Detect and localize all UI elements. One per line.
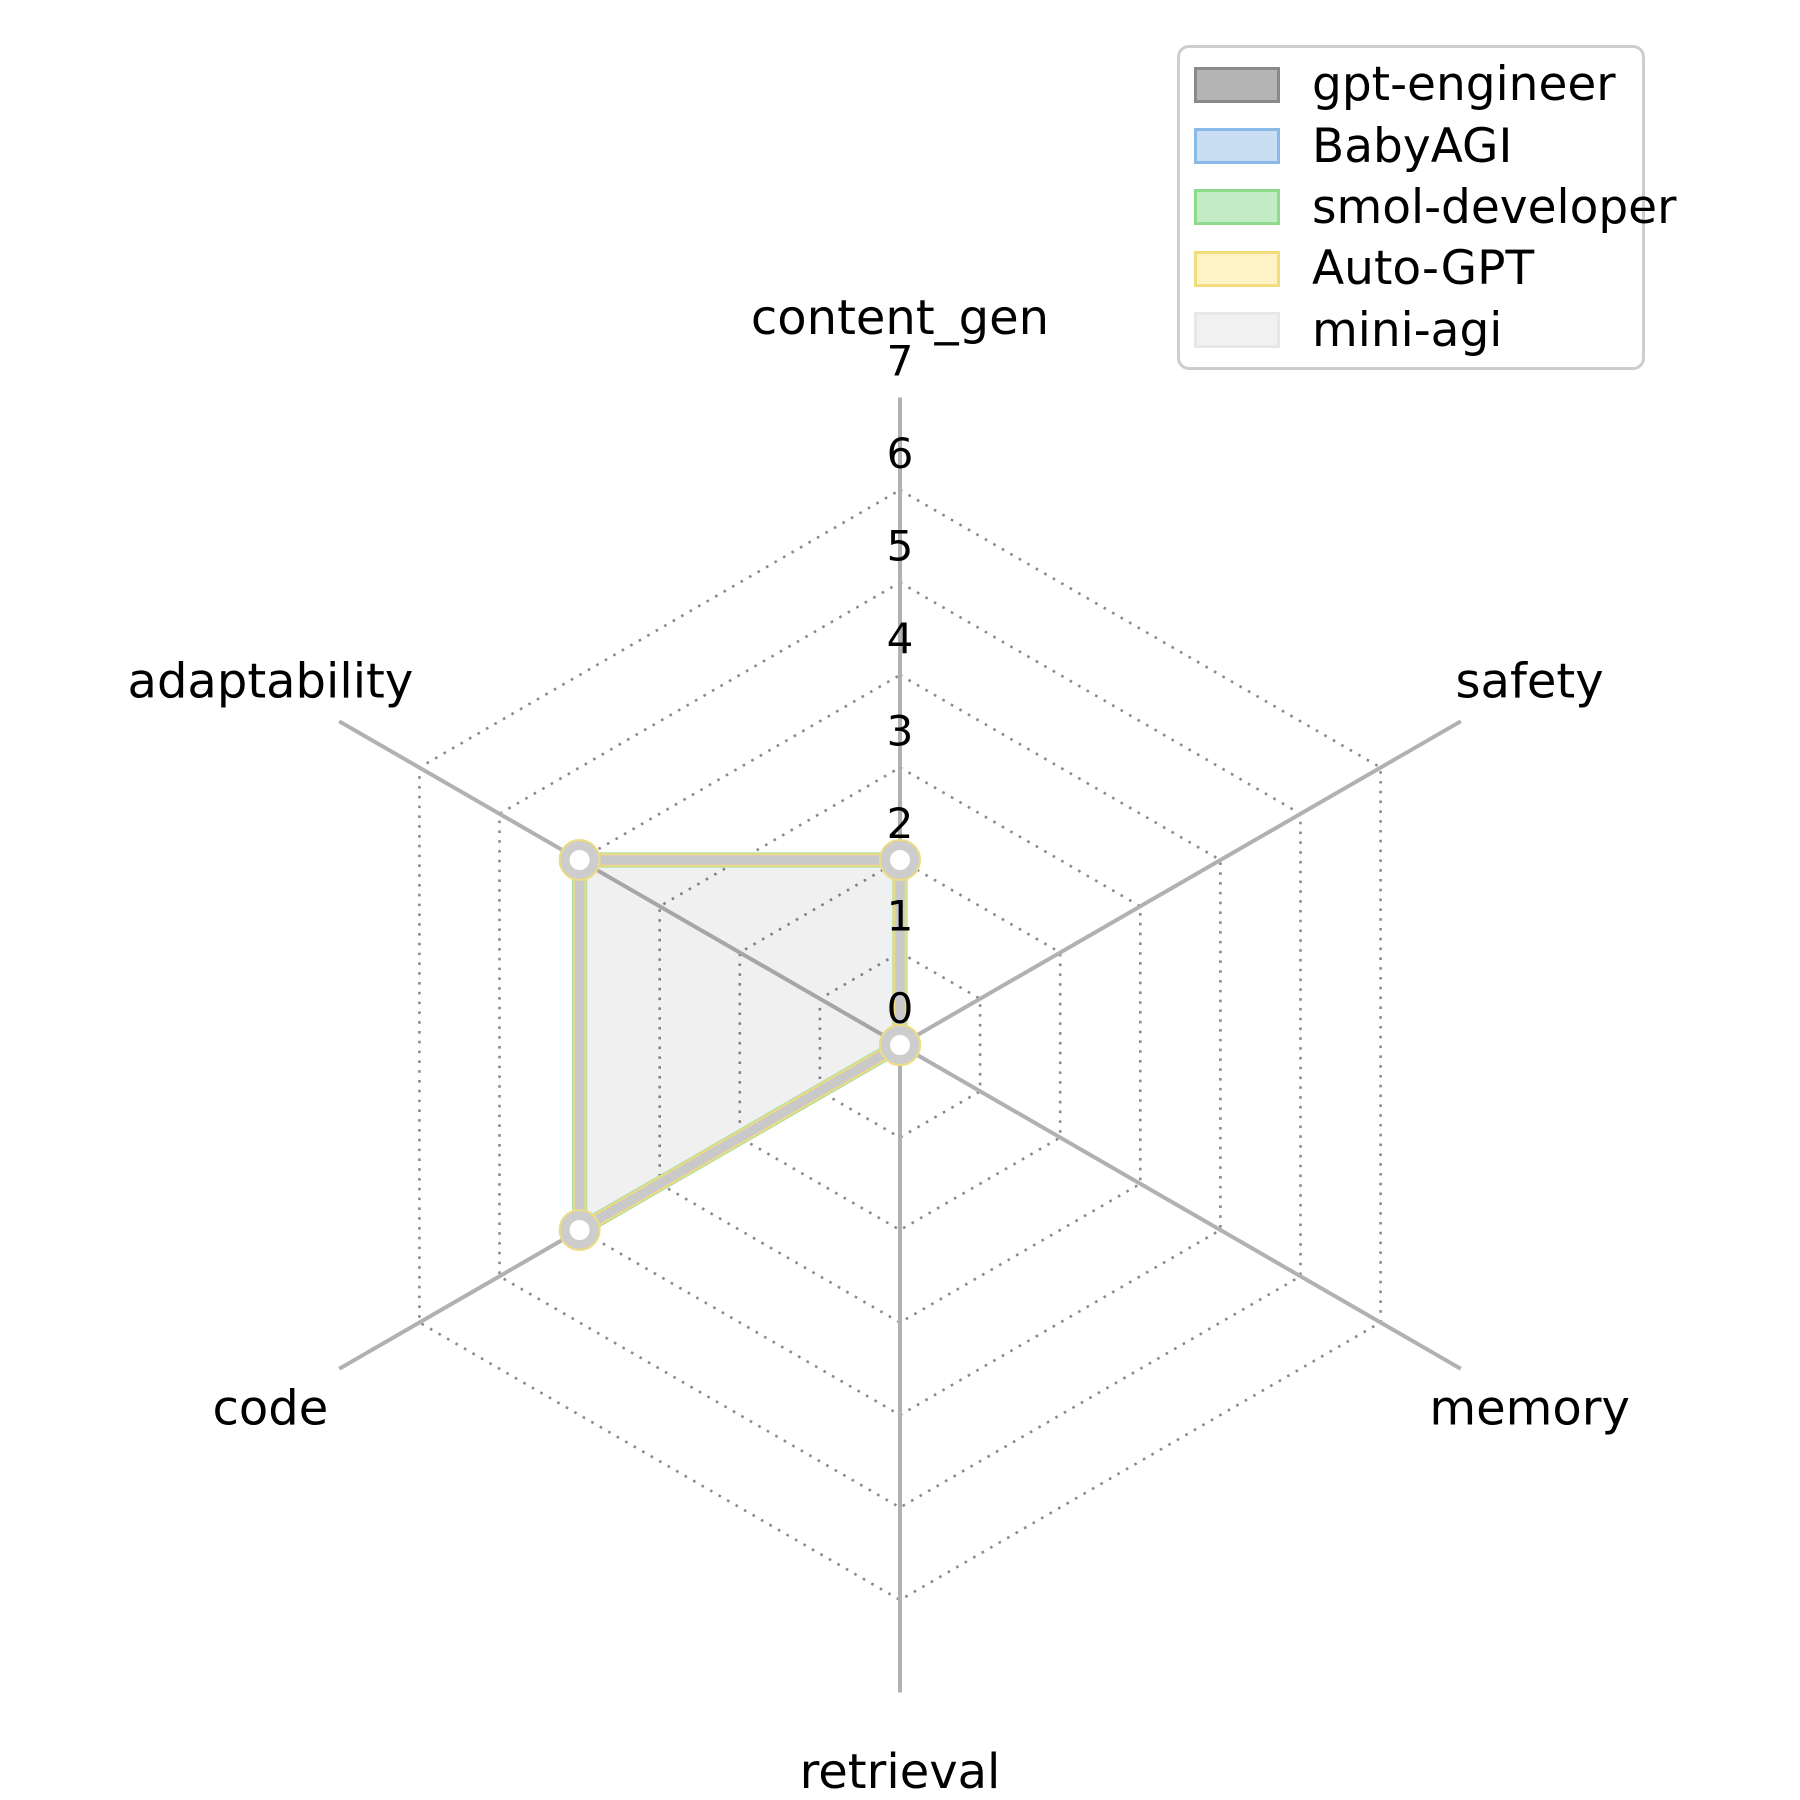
- radial-tick-label: 1: [887, 892, 914, 941]
- axis-label-content_gen: content_gen: [751, 290, 1049, 346]
- data-point-marker-fringe: [558, 839, 601, 881]
- axis-spoke-adaptability: [338, 719, 901, 1047]
- legend-item: BabyAGI: [1180, 123, 1642, 170]
- axis-label-safety: safety: [1456, 654, 1604, 710]
- radial-tick-label: 7: [887, 337, 914, 386]
- data-point-marker-fringe: [879, 1024, 921, 1066]
- data-point-marker: [881, 841, 919, 879]
- legend-item: mini-agi: [1180, 307, 1642, 354]
- legend-item: gpt-engineer: [1180, 61, 1642, 108]
- legend-label: smol-developer: [1312, 179, 1677, 235]
- legend-swatch: [1194, 128, 1280, 165]
- axis-spoke-safety: [899, 719, 1462, 1047]
- axis-label-code: code: [213, 1381, 329, 1437]
- data-point-marker: [560, 1211, 599, 1249]
- legend: gpt-engineer BabyAGI smol-developer Auto-GP…: [1177, 45, 1676, 370]
- axis-label-retrieval: retrieval: [800, 1744, 1001, 1800]
- legend-swatch: [1194, 250, 1280, 287]
- radial-tick-label: 3: [887, 707, 914, 756]
- legend-swatch: [1194, 312, 1280, 349]
- radial-tick-label: 6: [887, 429, 914, 478]
- legend-swatch: [1194, 189, 1280, 226]
- axis-label-adaptability: adaptability: [128, 654, 414, 710]
- data-point-marker: [881, 1026, 919, 1064]
- data-point-marker-fringe: [879, 839, 921, 881]
- legend-label: BabyAGI: [1312, 118, 1513, 174]
- radial-tick-label: 4: [887, 614, 914, 663]
- data-point-marker-fringe: [558, 1209, 601, 1251]
- legend-item: smol-developer: [1180, 184, 1676, 231]
- data-point-marker: [560, 841, 599, 879]
- axis-label-memory: memory: [1429, 1381, 1630, 1437]
- radial-tick-label: 2: [887, 799, 914, 848]
- axis-spoke-memory: [898, 1043, 1462, 1371]
- series-fill: [579, 860, 900, 1230]
- radial-tick-label: 0: [887, 984, 914, 1033]
- legend-label: Auto-GPT: [1312, 241, 1535, 297]
- legend-label: gpt-engineer: [1312, 57, 1616, 113]
- radial-tick-label: 5: [887, 522, 914, 571]
- legend-swatch: [1194, 66, 1280, 103]
- legend-item: Auto-GPT: [1180, 245, 1642, 292]
- legend-label: mini-agi: [1312, 302, 1503, 358]
